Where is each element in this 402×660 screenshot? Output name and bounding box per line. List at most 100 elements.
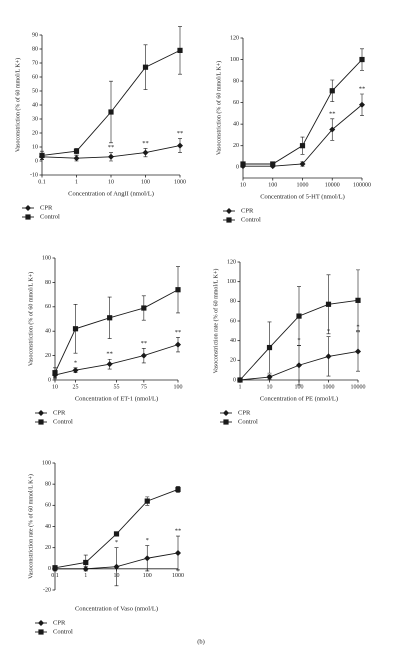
legend-label: Control (40, 213, 60, 220)
annotation: * (297, 337, 300, 344)
marker-diamond (325, 353, 332, 360)
marker-square (38, 419, 44, 425)
caption: (b) (197, 638, 205, 645)
y-tick-label: 100 (42, 460, 51, 466)
legend-label: Control (241, 216, 261, 223)
y-tick-label: 0 (233, 377, 236, 383)
series-line (243, 104, 363, 167)
x-tick-label: 55 (114, 384, 120, 390)
annotation: ** (142, 140, 149, 147)
marker-diamond (25, 205, 31, 211)
marker-square (223, 419, 229, 425)
marker-square (296, 313, 302, 319)
x-tick-label: 0.1 (51, 573, 59, 579)
x-tick-label: 100 (268, 182, 277, 188)
annotation: * (146, 537, 149, 544)
marker-square (177, 47, 183, 53)
y-tick-label: 80 (230, 299, 236, 305)
x-tick-label: 1000 (174, 179, 186, 185)
x-tick-label: 10 (267, 384, 273, 390)
legend-label: Control (53, 418, 73, 425)
legend-label: CPR (53, 619, 66, 626)
x-tick-label: 100 (295, 384, 304, 390)
y-tick-label: 20 (45, 353, 51, 359)
legend-label: Control (238, 418, 258, 425)
marker-diamond (108, 153, 114, 160)
marker-square (359, 56, 365, 63)
annotation: ** (177, 130, 184, 137)
x-tick-label: 1 (84, 573, 87, 579)
x-tick-label: 10 (240, 182, 246, 188)
y-tick-label: 0 (48, 566, 51, 572)
y-tick-label: 60 (233, 100, 239, 106)
annotation: ** (106, 351, 113, 358)
y-tick-label: -20 (43, 587, 51, 593)
marker-diamond (296, 362, 302, 369)
marker-square (240, 161, 246, 167)
y-tick-label: 60 (230, 318, 236, 324)
marker-square (329, 88, 335, 94)
y-tick-label: 10 (32, 144, 38, 150)
marker-square (266, 344, 273, 351)
y-tick-label: 20 (32, 130, 38, 136)
y-tick-label: 20 (230, 358, 236, 364)
x-axis-title: Concentration of Vaso (nmol/L) (75, 605, 158, 612)
x-axis-title: Concentration of AngII (nmol/L) (68, 190, 154, 197)
y-tick-label: 120 (227, 259, 236, 265)
y-tick-label: 100 (42, 255, 51, 261)
annotation: ** (175, 329, 182, 336)
y-tick-label: 70 (32, 60, 38, 66)
y-tick-label: 50 (32, 88, 38, 94)
x-tick-label: 0.1 (38, 179, 46, 185)
y-tick-label: 100 (230, 57, 239, 63)
y-axis-title: Vasoconstriction rate (% of 60 mmol/L K+… (212, 269, 219, 374)
marker-diamond (175, 549, 181, 556)
x-tick-label: 1000 (297, 182, 309, 188)
y-tick-label: -10 (30, 172, 38, 178)
marker-square (39, 152, 45, 158)
y-tick-label: 0 (48, 377, 51, 383)
marker-diamond (72, 367, 79, 374)
marker-diamond (223, 410, 229, 416)
marker-square (141, 305, 147, 311)
x-tick-label: 100 (174, 384, 183, 390)
x-tick-label: 10 (108, 179, 114, 185)
x-tick-label: 1 (75, 179, 78, 185)
legend-label: Control (53, 628, 73, 635)
y-axis-title: Vasoconstriction rate (% of 60 mmol/L K+… (27, 474, 34, 579)
y-tick-label: 60 (45, 503, 51, 509)
annotation: * (356, 323, 359, 330)
annotation: ** (359, 85, 366, 92)
marker-square (226, 217, 232, 223)
y-tick-label: 80 (45, 482, 51, 488)
x-tick-label: 100 (143, 573, 152, 579)
x-tick-label: 10000 (351, 384, 366, 390)
y-tick-label: 120 (230, 35, 239, 41)
y-tick-label: 80 (233, 78, 239, 84)
marker-square (52, 370, 58, 376)
y-tick-label: 60 (45, 304, 51, 310)
annotation: * (115, 539, 118, 546)
y-axis-title: Vasoconstriction (% of 60 mmol/L K+) (215, 61, 222, 155)
marker-diamond (299, 161, 306, 167)
annotation: * (74, 359, 77, 366)
y-tick-label: 30 (32, 116, 38, 122)
marker-square (108, 109, 114, 115)
legend-label: CPR (238, 409, 251, 416)
marker-square (355, 297, 361, 303)
x-tick-label: 1000 (323, 384, 335, 390)
marker-diamond (38, 620, 44, 626)
x-axis-title: Concentration of PE (nmol/L) (260, 395, 338, 402)
y-axis-title: Vasoconstriction (% of 60 mmol/L K+) (27, 272, 34, 366)
y-tick-label: 0 (35, 158, 38, 164)
y-tick-label: 20 (233, 143, 239, 149)
x-tick-label: 10 (52, 384, 58, 390)
x-tick-label: 1 (239, 384, 242, 390)
marker-square (38, 629, 44, 635)
legend-label: CPR (241, 207, 254, 214)
marker-square (72, 326, 79, 332)
annotation: * (327, 328, 330, 335)
marker-square (25, 214, 31, 220)
y-tick-label: 80 (45, 280, 51, 286)
marker-diamond (113, 563, 120, 570)
